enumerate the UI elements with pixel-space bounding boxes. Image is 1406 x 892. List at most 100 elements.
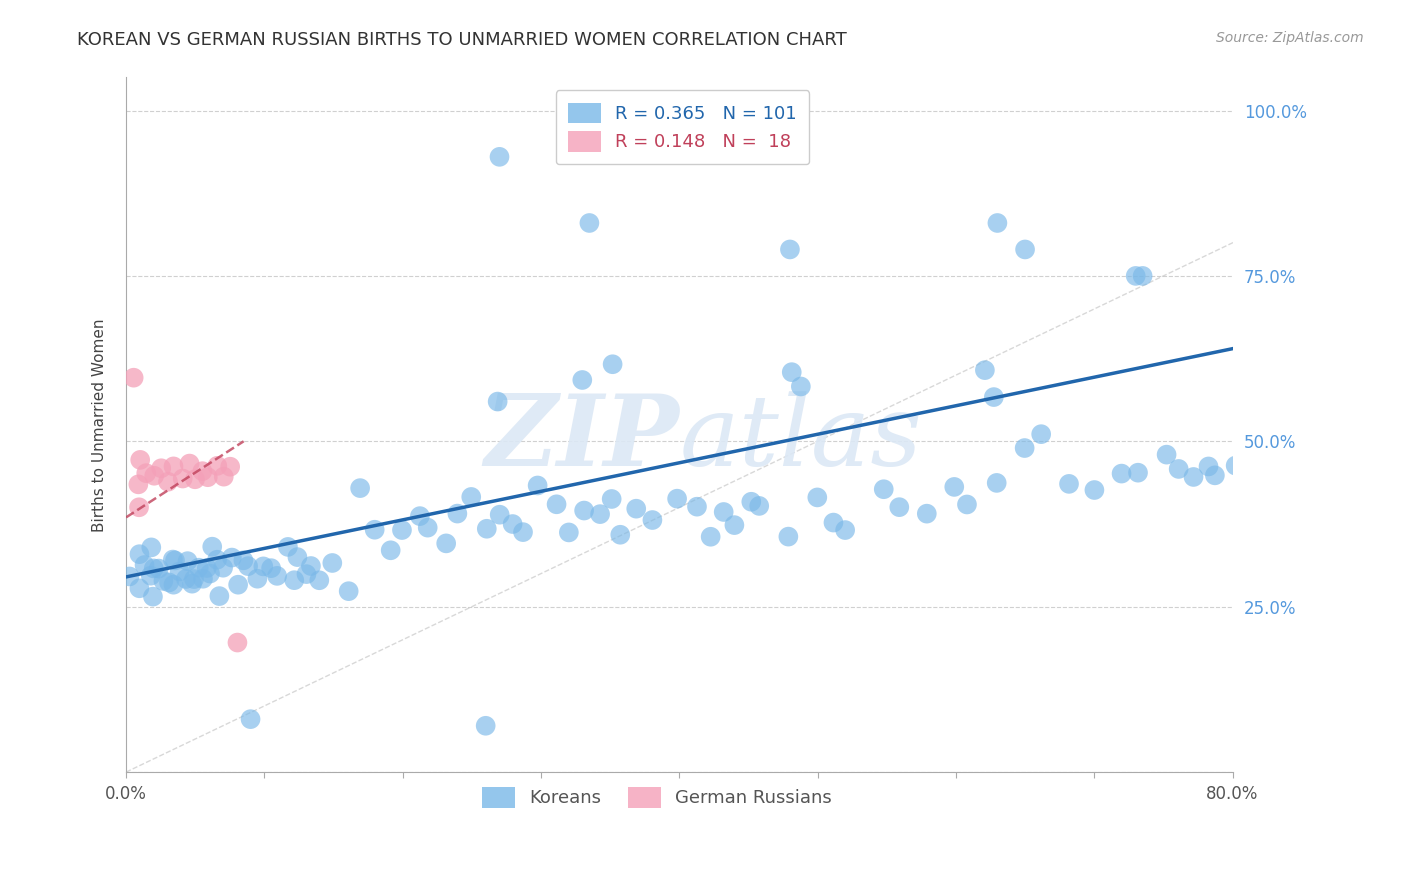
Koreans	[118, 569, 141, 583]
Koreans	[212, 560, 235, 574]
Koreans	[806, 491, 828, 505]
Koreans	[686, 500, 709, 514]
Koreans	[201, 540, 224, 554]
Koreans	[295, 567, 318, 582]
Koreans	[128, 581, 150, 595]
Koreans	[266, 569, 288, 583]
German Russians	[207, 458, 229, 473]
Koreans	[221, 550, 243, 565]
German Russians	[191, 464, 214, 478]
Koreans	[723, 518, 745, 533]
Koreans	[181, 576, 204, 591]
Koreans	[1225, 458, 1247, 473]
Koreans	[943, 480, 966, 494]
Koreans	[641, 513, 664, 527]
Koreans	[246, 572, 269, 586]
Koreans	[409, 509, 432, 524]
German Russians	[150, 461, 173, 475]
Koreans	[148, 561, 170, 575]
Koreans	[460, 490, 482, 504]
Koreans	[163, 553, 186, 567]
Koreans	[128, 547, 150, 561]
Koreans	[1198, 459, 1220, 474]
Koreans	[780, 365, 803, 379]
Y-axis label: Births to Unmarried Women: Births to Unmarried Women	[93, 318, 107, 532]
Legend: Koreans, German Russians: Koreans, German Russians	[475, 780, 839, 815]
Koreans	[873, 482, 896, 496]
German Russians	[128, 500, 150, 515]
Koreans	[380, 543, 402, 558]
German Russians	[172, 471, 194, 485]
Koreans	[416, 521, 439, 535]
German Russians	[127, 477, 149, 491]
German Russians	[162, 459, 184, 474]
Koreans	[198, 566, 221, 581]
Koreans	[572, 503, 595, 517]
Koreans	[446, 507, 468, 521]
Koreans	[391, 523, 413, 537]
Koreans	[571, 373, 593, 387]
Koreans	[236, 559, 259, 574]
Koreans	[589, 507, 612, 521]
Koreans	[174, 572, 197, 586]
Koreans	[162, 577, 184, 591]
Koreans	[973, 363, 995, 377]
Koreans	[526, 478, 548, 492]
Koreans	[1014, 243, 1036, 257]
Koreans	[1132, 268, 1154, 283]
Koreans	[915, 507, 938, 521]
Koreans	[195, 561, 218, 575]
German Russians	[197, 470, 219, 484]
Koreans	[983, 390, 1005, 404]
Koreans	[986, 475, 1008, 490]
Koreans	[1125, 268, 1147, 283]
Koreans	[823, 516, 845, 530]
Koreans	[1031, 427, 1053, 442]
Koreans	[889, 500, 911, 515]
Text: ZIP: ZIP	[484, 391, 679, 487]
Koreans	[260, 561, 283, 575]
Koreans	[337, 584, 360, 599]
Koreans	[546, 497, 568, 511]
Koreans	[226, 577, 249, 591]
Koreans	[434, 536, 457, 550]
Koreans	[740, 495, 762, 509]
Koreans	[1182, 470, 1205, 484]
Koreans	[778, 530, 800, 544]
Koreans	[558, 525, 581, 540]
Koreans	[187, 560, 209, 574]
German Russians	[179, 457, 201, 471]
Koreans	[475, 522, 498, 536]
Koreans	[232, 553, 254, 567]
Koreans	[666, 491, 689, 506]
Koreans	[626, 501, 648, 516]
Koreans	[191, 572, 214, 586]
Koreans	[299, 559, 322, 574]
Koreans	[1014, 441, 1036, 455]
Koreans	[986, 216, 1008, 230]
Koreans	[162, 552, 184, 566]
Koreans	[1156, 448, 1178, 462]
Koreans	[512, 525, 534, 540]
Koreans	[488, 150, 510, 164]
Koreans	[578, 216, 600, 230]
Koreans	[488, 508, 510, 522]
Koreans	[308, 574, 330, 588]
Koreans	[834, 523, 856, 537]
German Russians	[122, 370, 145, 384]
Koreans	[609, 527, 631, 541]
Koreans	[790, 379, 813, 393]
Koreans	[277, 540, 299, 554]
Text: atlas: atlas	[679, 391, 922, 486]
Koreans	[363, 523, 385, 537]
Koreans	[1083, 483, 1105, 497]
Koreans	[713, 505, 735, 519]
Koreans	[1167, 462, 1189, 476]
Koreans	[183, 572, 205, 586]
German Russians	[219, 459, 242, 474]
Koreans	[1204, 468, 1226, 483]
Koreans	[1126, 466, 1149, 480]
Koreans	[283, 573, 305, 587]
Koreans	[141, 541, 163, 555]
Koreans	[748, 499, 770, 513]
